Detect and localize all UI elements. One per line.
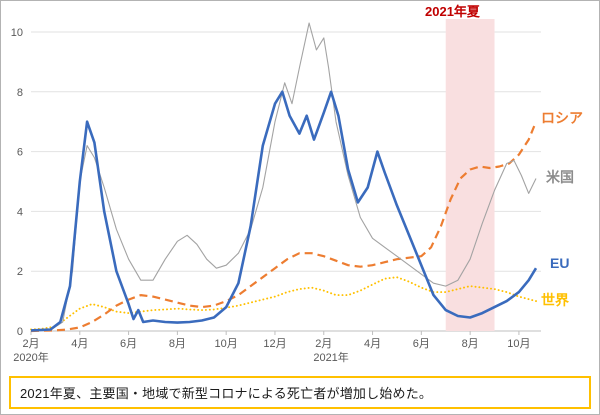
summer-2021-annotation: 2021年夏 — [425, 4, 480, 19]
y-tick-label-2: 2 — [17, 266, 23, 278]
line-chart: 0 2 4 6 8 10 2月 4月 6月 8月 10月 12月 2月 4月 6月 8月 10月 2020年 202… — [11, 19, 541, 364]
series-line-EU — [30, 90, 538, 332]
y-tick-label-4: 4 — [17, 206, 23, 218]
series-label-usa: 米国 — [546, 169, 574, 185]
series-label-world: 世界 — [541, 292, 569, 308]
summer-2021-highlight-band — [445, 19, 495, 331]
x-tick-label: 8月 — [462, 338, 479, 350]
x-tick-label: 2月 — [22, 338, 39, 350]
series-line-ロシア — [30, 121, 538, 333]
x-tick-label: 4月 — [364, 338, 381, 350]
x-tick-label: 2月 — [315, 338, 332, 350]
x-tick-label: 8月 — [169, 338, 186, 350]
x-tick-label: 10月 — [507, 338, 530, 350]
y-tick-label-10: 10 — [11, 27, 23, 39]
y-tick-label-6: 6 — [17, 147, 23, 159]
x-tick-label: 4月 — [71, 338, 88, 350]
year-label: 2021年 — [313, 350, 348, 364]
x-tick-label: 6月 — [413, 338, 430, 350]
x-tick-label: 12月 — [263, 338, 286, 350]
y-tick-label-0: 0 — [17, 326, 23, 338]
x-tick-label: 6月 — [120, 338, 137, 350]
year-label: 2020年 — [13, 350, 48, 364]
series-line-米国 — [30, 22, 537, 332]
chart-caption: 2021年夏、主要国・地域で新型コロナによる死亡者が増加し始めた。 — [9, 376, 591, 409]
y-tick-label-8: 8 — [17, 87, 23, 99]
series-label-russia: ロシア — [541, 110, 583, 126]
x-tick-label: 10月 — [215, 338, 238, 350]
series-label-eu: EU — [550, 255, 570, 271]
